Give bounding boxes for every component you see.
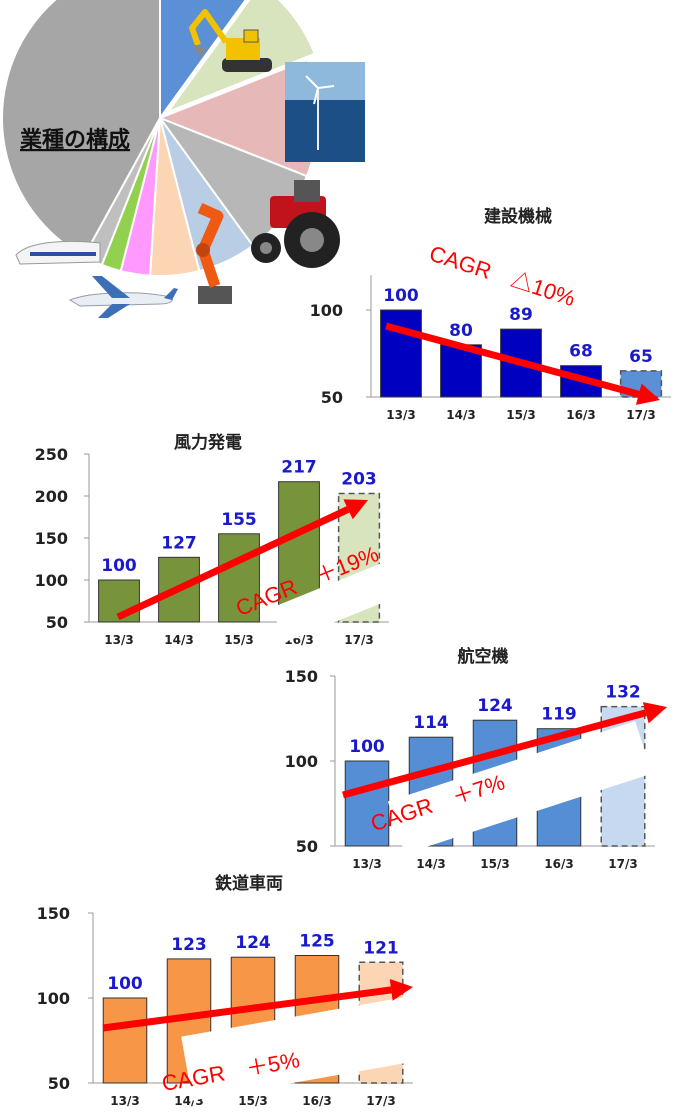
x-tick-label: 14/3 (446, 408, 475, 422)
cagr-annotation: CAGR △10% (426, 241, 578, 312)
bar-chart-2: 風力発電 50 100 150 200 250 100 13/3 127 14/3 155 15/3 2… (35, 432, 441, 647)
bar-charts: 建設機械 50 100 100 13/3 80 14/3 89 15/3 68 16/3 65 17/3… (35, 206, 671, 1108)
chart-title: 航空機 (458, 646, 509, 667)
data-label: 89 (509, 305, 533, 325)
x-tick-label: 17/3 (626, 408, 655, 422)
trend-arrow (102, 986, 392, 1032)
pie-title: 業種の構成 (20, 127, 130, 153)
data-label: 121 (363, 938, 399, 958)
y-tick-label: 150 (285, 667, 318, 686)
x-tick-label: 14/3 (164, 633, 193, 647)
y-tick-label: 50 (321, 388, 343, 407)
data-label: 119 (541, 705, 577, 725)
y-tick-label: 100 (310, 301, 343, 320)
annotation-box (181, 994, 432, 1101)
x-tick-label: 13/3 (352, 857, 381, 871)
robot-arm-icon (196, 202, 232, 304)
bar-chart-1: 建設機械 50 100 100 13/3 80 14/3 89 15/3 68 16/3 65 17/3… (310, 206, 671, 422)
data-label: 68 (569, 342, 593, 362)
x-tick-label: 15/3 (506, 408, 535, 422)
x-tick-label: 17/3 (366, 1094, 395, 1108)
bar-chart-3: 航空機 50 100 150 100 13/3 114 14/3 124 15/3 119 16/3 1… (285, 646, 667, 871)
data-label: 217 (281, 458, 317, 478)
y-tick-label: 150 (37, 904, 70, 923)
bar (102, 997, 148, 1084)
annotation-box (271, 544, 441, 643)
data-label: 127 (161, 533, 197, 553)
x-tick-label: 13/3 (110, 1094, 139, 1108)
x-tick-label: 16/3 (544, 857, 573, 871)
trend-arrow-head (635, 383, 660, 405)
trend-arrow (385, 322, 640, 398)
data-label: 80 (449, 321, 473, 341)
aircraft-icon (68, 276, 178, 318)
x-tick-label: 13/3 (104, 633, 133, 647)
y-tick-label: 200 (35, 487, 68, 506)
trend-arrow-head (343, 499, 368, 520)
data-label: 125 (299, 932, 335, 952)
data-label: 203 (341, 469, 377, 489)
x-tick-label: 15/3 (238, 1094, 267, 1108)
data-label: 124 (235, 933, 271, 953)
industry-pie-chart (1, 0, 319, 277)
x-tick-label: 15/3 (480, 857, 509, 871)
pie-slice (1, 0, 161, 258)
x-tick-label: 15/3 (224, 633, 253, 647)
data-label: 100 (349, 737, 385, 757)
y-tick-label: 250 (35, 445, 68, 464)
pie-slice (159, 0, 247, 122)
data-label: 123 (171, 935, 207, 955)
chart-title: 鉄道車両 (215, 873, 283, 894)
bar (158, 556, 200, 623)
x-tick-label: 16/3 (302, 1094, 331, 1108)
annotation-box (387, 721, 653, 854)
bar-chart-4: 鉄道車両5010015010013/312314/312415/312516/3… (37, 873, 432, 1108)
chart-title: 建設機械 (484, 206, 552, 227)
trend-arrow (116, 506, 350, 621)
wind-turbine-icon (285, 62, 365, 162)
data-label: 100 (101, 556, 137, 576)
data-label: 100 (383, 286, 419, 306)
bar (344, 760, 390, 847)
y-tick-label: 50 (296, 837, 318, 856)
trend-arrow-head (389, 978, 413, 1001)
data-label: 65 (629, 347, 653, 367)
bar (380, 309, 422, 398)
data-label: 114 (413, 713, 449, 733)
bar (218, 533, 260, 623)
data-label: 100 (107, 974, 143, 994)
data-label: 124 (477, 696, 513, 716)
chart-title: 風力発電 (174, 432, 242, 453)
y-tick-label: 150 (35, 529, 68, 548)
x-tick-label: 13/3 (386, 408, 415, 422)
trend-arrow-head (642, 702, 667, 724)
data-label: 155 (221, 510, 257, 530)
y-tick-label: 50 (48, 1074, 70, 1093)
y-tick-label: 100 (37, 989, 70, 1008)
y-tick-label: 100 (285, 752, 318, 771)
x-tick-label: 17/3 (608, 857, 637, 871)
data-label: 132 (605, 683, 641, 703)
x-tick-label: 17/3 (344, 633, 373, 647)
x-tick-label: 16/3 (566, 408, 595, 422)
excavator-icon (189, 9, 272, 72)
train-icon (15, 240, 101, 265)
x-tick-label: 14/3 (416, 857, 445, 871)
y-tick-label: 100 (35, 571, 68, 590)
tractor-icon (251, 180, 340, 268)
trend-arrow (342, 709, 647, 799)
y-tick-label: 50 (46, 613, 68, 632)
